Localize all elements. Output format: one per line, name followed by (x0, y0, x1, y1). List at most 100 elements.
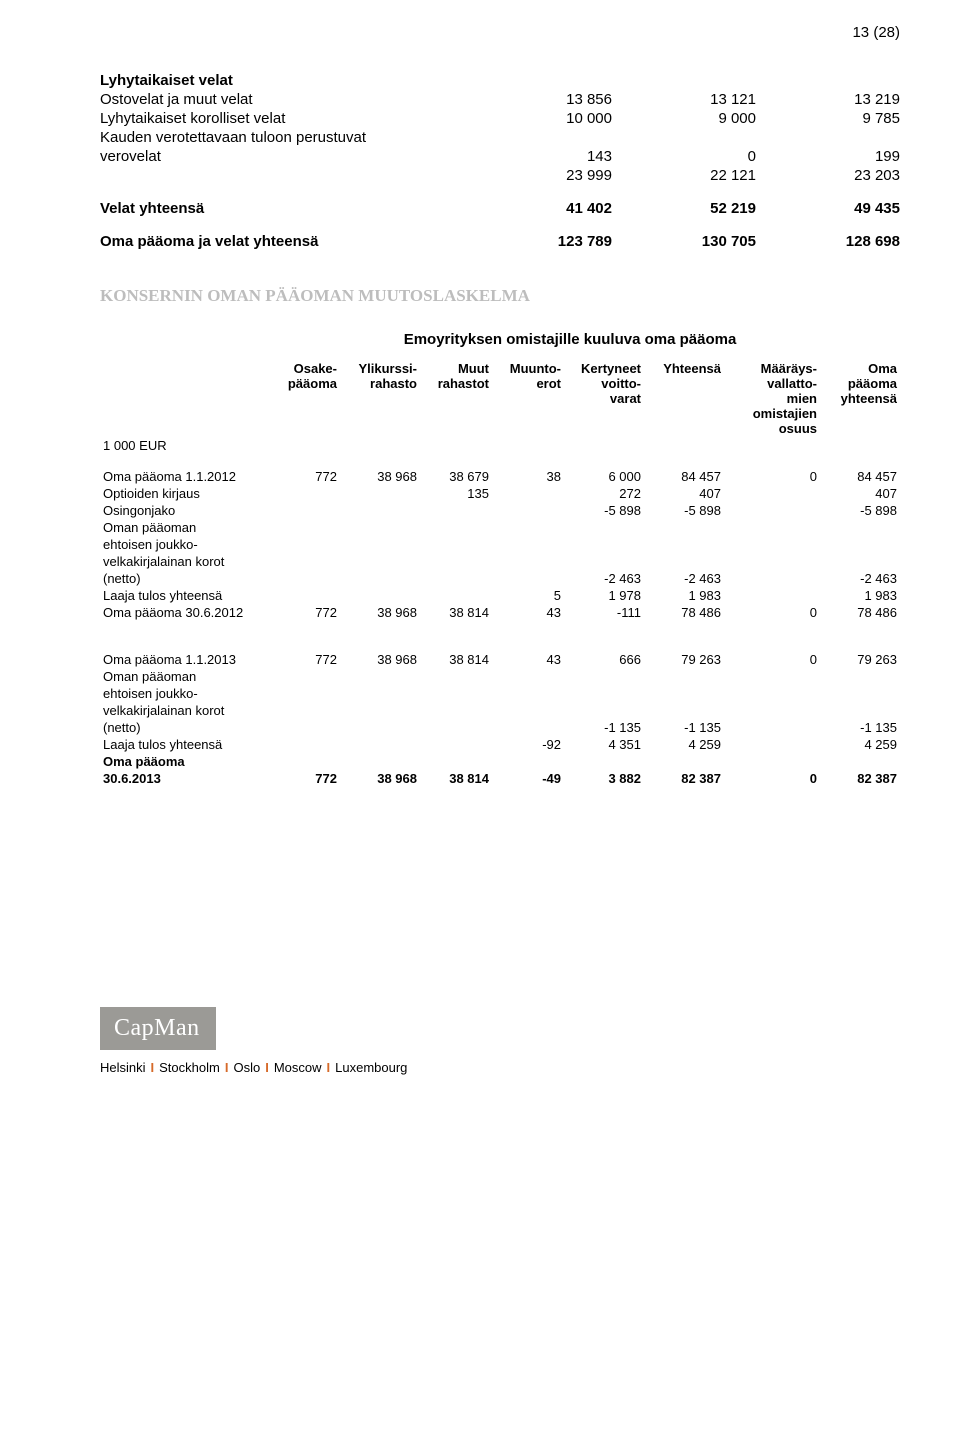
cell: 0 (612, 147, 756, 166)
cell: -92 (492, 736, 564, 753)
table-row: 30.6.2013 772 38 968 38 814 -49 3 882 82… (100, 770, 900, 787)
row-label: 30.6.2013 (100, 770, 276, 787)
city: Helsinki (100, 1060, 146, 1075)
cell: 38 814 (420, 770, 492, 787)
row-label: verovelat (100, 147, 468, 166)
cell: 772 (276, 651, 340, 668)
table-row: 23 999 22 121 23 203 (100, 166, 900, 185)
table-row: Lyhytaikaiset korolliset velat 10 000 9 … (100, 109, 900, 128)
table-row: Oma pääoma (100, 753, 900, 770)
city: Luxembourg (335, 1060, 407, 1075)
cell: -2 463 (564, 570, 644, 587)
row-label: Oma pääoma 1.1.2012 (100, 468, 276, 485)
row-label: Oman pääoman (100, 668, 276, 685)
cell: 79 263 (820, 651, 900, 668)
footer-cities: HelsinkiIStockholmIOsloIMoscowILuxembour… (100, 1060, 900, 1075)
cell: -2 463 (820, 570, 900, 587)
table-row: velkakirjalainan korot (100, 702, 900, 719)
cell: 0 (724, 468, 820, 485)
cell: 49 435 (756, 199, 900, 218)
liabilities-table: Lyhytaikaiset velat Ostovelat ja muut ve… (100, 71, 900, 251)
cell: 407 (820, 485, 900, 502)
cell: 84 457 (644, 468, 724, 485)
col-header: Osake-pääoma (276, 360, 340, 437)
table-row: Oman pääoman (100, 668, 900, 685)
cell: 130 705 (612, 232, 756, 251)
table-row: Oma pääoma 30.6.2012 772 38 968 38 814 4… (100, 604, 900, 621)
cell: 43 (492, 604, 564, 621)
cell: 0 (724, 770, 820, 787)
cell: 143 (468, 147, 612, 166)
separator-icon: I (260, 1060, 274, 1075)
cell: 123 789 (468, 232, 612, 251)
cell: 1 983 (644, 587, 724, 604)
table-row: 1 000 EUR (100, 437, 900, 454)
cell: -5 898 (820, 502, 900, 519)
row-label: Oma pääoma 30.6.2012 (100, 604, 276, 621)
row-label: Optioiden kirjaus (100, 485, 276, 502)
row-label: Oma pääoma 1.1.2013 (100, 651, 276, 668)
row-label: Laaja tulos yhteensä (100, 736, 276, 753)
sub-heading: Emoyrityksen omistajille kuuluva oma pää… (240, 331, 900, 348)
cell: 23 999 (468, 166, 612, 185)
cell: 272 (564, 485, 644, 502)
table-row: velkakirjalainan korot (100, 553, 900, 570)
row-label: Osingonjako (100, 502, 276, 519)
cell: 38 814 (420, 651, 492, 668)
cell: -2 463 (644, 570, 724, 587)
col-header: Muunto-erot (492, 360, 564, 437)
cell: -5 898 (564, 502, 644, 519)
col-header: Yhteensä (644, 360, 724, 437)
table-row: Ostovelat ja muut velat 13 856 13 121 13… (100, 90, 900, 109)
cell: 38 968 (340, 468, 420, 485)
row-label: ehtoisen joukko- (100, 685, 276, 702)
cell: 772 (276, 468, 340, 485)
left-header: 1 000 EUR (100, 437, 276, 454)
row-label: Ostovelat ja muut velat (100, 90, 468, 109)
table-row: Oma pääoma 1.1.2013 772 38 968 38 814 43… (100, 651, 900, 668)
table-row: Oma pääoma 1.1.2012 772 38 968 38 679 38… (100, 468, 900, 485)
table-row: Optioiden kirjaus 135 272 407 407 (100, 485, 900, 502)
cell: 4 351 (564, 736, 644, 753)
cell: 772 (276, 770, 340, 787)
group-label: Lyhytaikaiset velat (100, 71, 468, 90)
row-label: velkakirjalainan korot (100, 553, 276, 570)
row-label: (netto) (100, 570, 276, 587)
cell: 407 (644, 485, 724, 502)
table-row: (netto) -2 463 -2 463 -2 463 (100, 570, 900, 587)
cell: 41 402 (468, 199, 612, 218)
cell: 666 (564, 651, 644, 668)
row-label: (netto) (100, 719, 276, 736)
cell: 38 814 (420, 604, 492, 621)
page-number: 13 (28) (100, 24, 900, 41)
cell: 82 387 (820, 770, 900, 787)
cell: 10 000 (468, 109, 612, 128)
cell: 52 219 (612, 199, 756, 218)
equity-table: Osake-pääoma Ylikurssi-rahasto Muutrahas… (100, 360, 900, 787)
row-label: Oma pääoma ja velat yhteensä (100, 232, 468, 251)
cell: 772 (276, 604, 340, 621)
table-row: Kauden verotettavaan tuloon perustuvat (100, 128, 900, 147)
table-row: ehtoisen joukko- (100, 685, 900, 702)
city: Stockholm (159, 1060, 220, 1075)
cell: -5 898 (644, 502, 724, 519)
table-header-row: Osake-pääoma Ylikurssi-rahasto Muutrahas… (100, 360, 900, 437)
cell: 84 457 (820, 468, 900, 485)
cell: 23 203 (756, 166, 900, 185)
cell: 199 (756, 147, 900, 166)
row-label: ehtoisen joukko- (100, 536, 276, 553)
cell: 43 (492, 651, 564, 668)
city: Oslo (233, 1060, 260, 1075)
row-label: Oman pääoman (100, 519, 276, 536)
table-row: Lyhytaikaiset velat (100, 71, 900, 90)
cell: 78 486 (644, 604, 724, 621)
city: Moscow (274, 1060, 322, 1075)
cell: 78 486 (820, 604, 900, 621)
table-row: Osingonjako -5 898 -5 898 -5 898 (100, 502, 900, 519)
cell: 1 983 (820, 587, 900, 604)
cell: -1 135 (644, 719, 724, 736)
capman-logo: CapMan (100, 1007, 216, 1050)
cell: 9 000 (612, 109, 756, 128)
col-header: Omapääomayhteensä (820, 360, 900, 437)
cell: 3 882 (564, 770, 644, 787)
